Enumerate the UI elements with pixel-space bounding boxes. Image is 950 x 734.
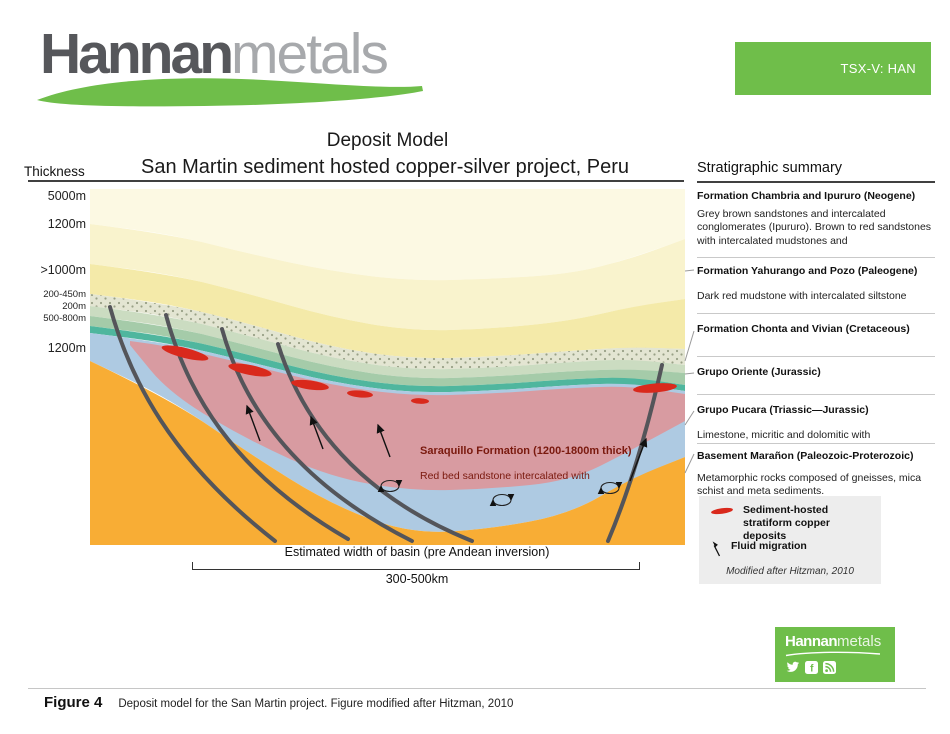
copper-deposit-lens [347, 390, 373, 398]
strat-entry-desc: Dark red mudstone with intercalated silt… [697, 290, 907, 302]
leader-line [684, 330, 695, 362]
footer-logo: Hannanmetals [785, 634, 885, 650]
strat-entry-title: Formation Chambria and Ipururo (Neogene) [697, 190, 916, 202]
fluid-migration-arrow [376, 423, 391, 458]
logo-text-bold: Hannan [40, 22, 234, 86]
saraquillo-label: Saraquillo Formation (1200-1800m thick) [420, 445, 632, 457]
copper-deposit-lens [633, 383, 677, 393]
logo-swoosh [37, 78, 423, 107]
fluid-circulation-symbol [377, 479, 403, 493]
footer-logo-bold: Hannan [785, 633, 838, 650]
leader-line [684, 410, 695, 426]
copper-deposit-lens [228, 363, 272, 377]
legend-item: Fluid migration [709, 540, 863, 558]
rss-icon[interactable] [823, 661, 836, 674]
separator [697, 356, 935, 357]
separator [697, 443, 935, 444]
stratigraphic-summary: Stratigraphic summary Formation Chambria… [697, 160, 937, 590]
facebook-icon[interactable]: f [805, 661, 818, 674]
strat-entry-desc: Grey brown sandstones and intercalated c… [697, 208, 932, 247]
logo-text-light: metals [231, 22, 389, 86]
strat-entry-desc: Metamorphic rocks composed of gneisses, … [697, 472, 922, 498]
figure-caption: Deposit model for the San Martin project… [118, 698, 514, 710]
strat-heading: Stratigraphic summary [697, 160, 935, 183]
thickness-value: 1200m [47, 341, 86, 355]
strat-entry-title: Grupo Pucara (Triassic—Jurassic) [697, 404, 869, 416]
basin-width-label: Estimated width of basin (pre Andean inv… [284, 545, 550, 559]
footer-logo-light: metals [837, 633, 882, 650]
layer-saraquillo [130, 341, 685, 491]
fluid-circulation-symbol [489, 493, 515, 507]
company-logo: Hannanmetals [40, 26, 389, 83]
footer-rule [28, 688, 926, 689]
page-title: Deposit Model [326, 130, 449, 151]
figure-caption-row: Figure 4 Deposit model for the San Marti… [44, 694, 513, 711]
separator [697, 257, 935, 258]
legend-item: Sediment-hosted stratiform copper deposi… [709, 504, 875, 543]
title-rule [28, 180, 684, 182]
thickness-value: 1200m [47, 217, 86, 231]
separator [697, 313, 935, 314]
leader-line [684, 269, 695, 272]
layer-basement [90, 361, 685, 545]
legend-label: Fluid migration [731, 540, 807, 552]
copper-deposit-lens [291, 379, 329, 391]
basin-width-bracket [192, 562, 640, 570]
fault-line [164, 313, 350, 541]
fault-line [108, 305, 277, 543]
thickness-value: 200-450m [43, 289, 86, 300]
fluid-circulation-symbol [597, 481, 623, 495]
footer-brand-box: Hannanmetals f [775, 627, 895, 682]
thickness-value: 5000m [47, 189, 86, 203]
thickness-value: 200m [62, 301, 86, 312]
legend-label: Sediment-hosted stratiform copper deposi… [743, 504, 830, 543]
fluid-migration-arrow [629, 437, 648, 482]
fault-line [220, 327, 414, 543]
copper-deposit-icon [711, 507, 733, 515]
fluid-migration-arrow [245, 404, 261, 442]
legend-credit: Modified after Hitzman, 2010 [726, 566, 854, 577]
geology-layers [90, 189, 695, 545]
copper-deposit-lens [411, 398, 429, 404]
legend-box: Sediment-hosted stratiform copper deposi… [699, 496, 881, 584]
strat-entry-title: Grupo Oriente (Jurassic) [697, 366, 821, 378]
leader-line [684, 453, 695, 474]
figure-number: Figure 4 [44, 694, 103, 711]
thickness-value: 500-800m [43, 313, 86, 324]
footer-logo-swoosh [785, 651, 881, 657]
copper-deposit-lens [161, 345, 209, 361]
social-icons: f [785, 661, 885, 674]
fluid-migration-icon [712, 541, 721, 557]
ticker-badge: TSX-V: HAN [735, 42, 931, 95]
fault-line [276, 342, 474, 543]
layer-neogene [90, 189, 685, 281]
svg-text:f: f [810, 664, 814, 674]
cross-section-diagram: Saraquillo Formation (1200-1800m thick) … [90, 189, 695, 545]
strat-entry-title: Formation Chonta and Vivian (Cretaceous) [697, 323, 910, 335]
saraquillo-sublabel: Red bed sandstone intercalated with [420, 470, 590, 482]
thickness-value: >1000m [40, 263, 86, 277]
separator [697, 394, 935, 395]
page-subtitle: San Martin sediment hosted copper-silver… [140, 156, 629, 178]
strat-entry-title: Formation Yahurango and Pozo (Paleogene) [697, 265, 918, 277]
twitter-icon[interactable] [785, 661, 800, 674]
basin-width-value: 300-500km [385, 572, 449, 586]
fluid-migration-arrow [309, 415, 324, 450]
strat-entry-desc: Limestone, micritic and dolomitic with [697, 429, 871, 441]
strat-entry-title: Basement Marañon (Paleozoic-Proterozoic) [697, 450, 914, 462]
layer-paleogene-upper [90, 224, 685, 331]
thickness-heading: Thickness [24, 164, 85, 179]
layer-paleogene-lower [90, 264, 685, 359]
leader-line [684, 372, 695, 375]
